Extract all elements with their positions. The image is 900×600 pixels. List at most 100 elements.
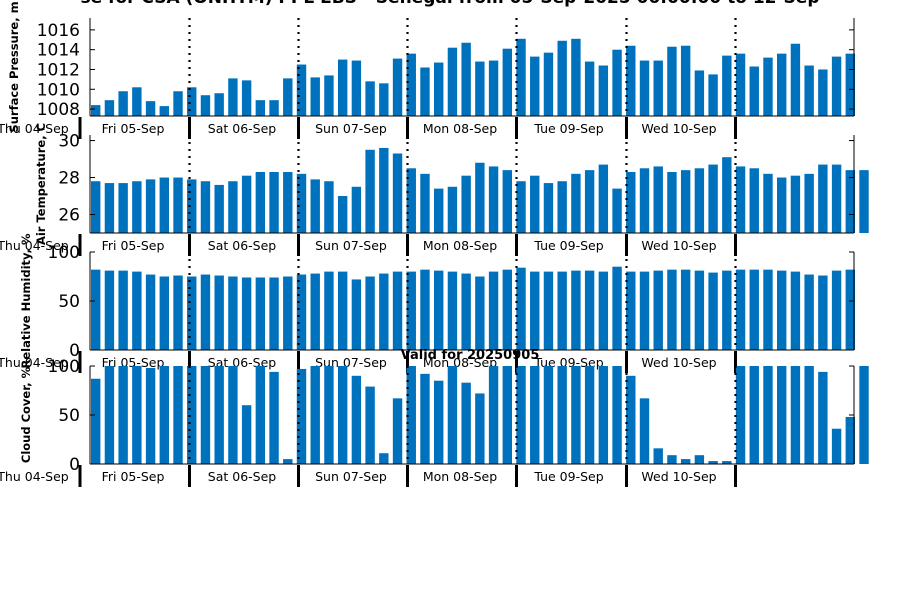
- bar: [104, 100, 115, 116]
- bar: [379, 83, 389, 116]
- x-tick-label: Fri 05-Sep: [102, 238, 165, 253]
- bar: [488, 366, 499, 464]
- bar: [571, 173, 581, 233]
- bar: [763, 57, 773, 116]
- x-tick-label: Tue 09-Sep: [533, 469, 603, 484]
- bar: [667, 46, 677, 116]
- bar: [159, 106, 169, 116]
- y-tick-label: 50: [58, 406, 80, 426]
- bar: [269, 171, 279, 233]
- bar: [255, 366, 266, 464]
- bar: [694, 168, 705, 233]
- bar: [735, 366, 746, 464]
- bar: [598, 271, 609, 350]
- bar: [461, 175, 471, 233]
- bar: [200, 95, 211, 116]
- bar: [132, 271, 142, 350]
- bar: [680, 459, 691, 464]
- bar: [310, 77, 320, 116]
- x-tick-label: Sun 07-Sep: [315, 238, 387, 253]
- y-tick-label: 28: [58, 169, 80, 189]
- bar: [790, 175, 801, 233]
- bar: [365, 276, 375, 350]
- bar: [845, 170, 855, 233]
- bar: [351, 60, 362, 116]
- bar: [351, 279, 362, 350]
- bar: [379, 453, 389, 464]
- bar: [694, 455, 705, 464]
- bar: [173, 91, 183, 116]
- bar: [214, 275, 224, 350]
- bar: [187, 276, 197, 350]
- bar: [777, 177, 787, 233]
- bar: [749, 168, 759, 233]
- y-tick-label: 0: [69, 341, 80, 361]
- bar: [187, 366, 197, 464]
- bar: [859, 366, 869, 464]
- bar: [708, 164, 718, 233]
- bar: [406, 366, 416, 464]
- bar: [543, 183, 554, 233]
- bar: [118, 91, 128, 116]
- bar: [626, 45, 636, 116]
- valid-for-label: Valid for 20250905: [401, 348, 540, 363]
- bar: [653, 270, 663, 350]
- bar: [145, 101, 156, 116]
- bar: [680, 45, 691, 116]
- bar: [626, 271, 636, 350]
- y-axis-label: Surface Pressure, m: [7, 1, 21, 132]
- bar: [255, 277, 266, 350]
- bar: [228, 78, 238, 116]
- bar: [351, 375, 362, 464]
- bar: [420, 173, 430, 233]
- bar: [488, 166, 499, 233]
- bar: [680, 269, 691, 350]
- bar: [324, 366, 334, 464]
- x-tick-label: Mon 08-Sep: [423, 121, 497, 136]
- bar: [296, 173, 307, 233]
- bar: [667, 171, 677, 233]
- bar: [790, 366, 801, 464]
- bar: [584, 270, 595, 350]
- bar: [818, 69, 828, 116]
- bar: [241, 277, 252, 350]
- bar: [557, 271, 567, 350]
- x-tick-label: Thu 04-Sep: [0, 355, 69, 370]
- bar: [104, 270, 115, 350]
- bar: [228, 366, 238, 464]
- bar: [530, 271, 540, 350]
- bar: [488, 60, 499, 116]
- bar: [502, 48, 512, 116]
- bar: [420, 67, 430, 116]
- x-tick-label: Sat 06-Sep: [208, 469, 277, 484]
- bar: [324, 75, 334, 116]
- bar: [296, 368, 307, 464]
- bar: [626, 171, 636, 233]
- bar: [337, 59, 348, 116]
- bar: [255, 100, 266, 116]
- bar: [653, 448, 663, 464]
- bar: [557, 181, 567, 233]
- bar: [187, 87, 197, 116]
- bar: [200, 366, 211, 464]
- bar: [749, 66, 759, 116]
- bar: [159, 276, 169, 350]
- x-tick-label: Wed 10-Sep: [641, 469, 716, 484]
- bar: [228, 276, 238, 350]
- x-tick-label: Sat 06-Sep: [208, 238, 277, 253]
- bar: [804, 65, 814, 116]
- x-tick-label: Wed 10-Sep: [641, 355, 716, 370]
- x-tick-label: Sat 06-Sep: [208, 121, 277, 136]
- bar: [502, 170, 512, 233]
- bar: [735, 166, 746, 233]
- bar: [200, 274, 211, 350]
- bar: [337, 271, 348, 350]
- bar: [406, 53, 416, 116]
- bar: [365, 386, 375, 464]
- bar: [804, 173, 814, 233]
- x-tick-label: Fri 05-Sep: [102, 121, 165, 136]
- bar: [91, 181, 101, 233]
